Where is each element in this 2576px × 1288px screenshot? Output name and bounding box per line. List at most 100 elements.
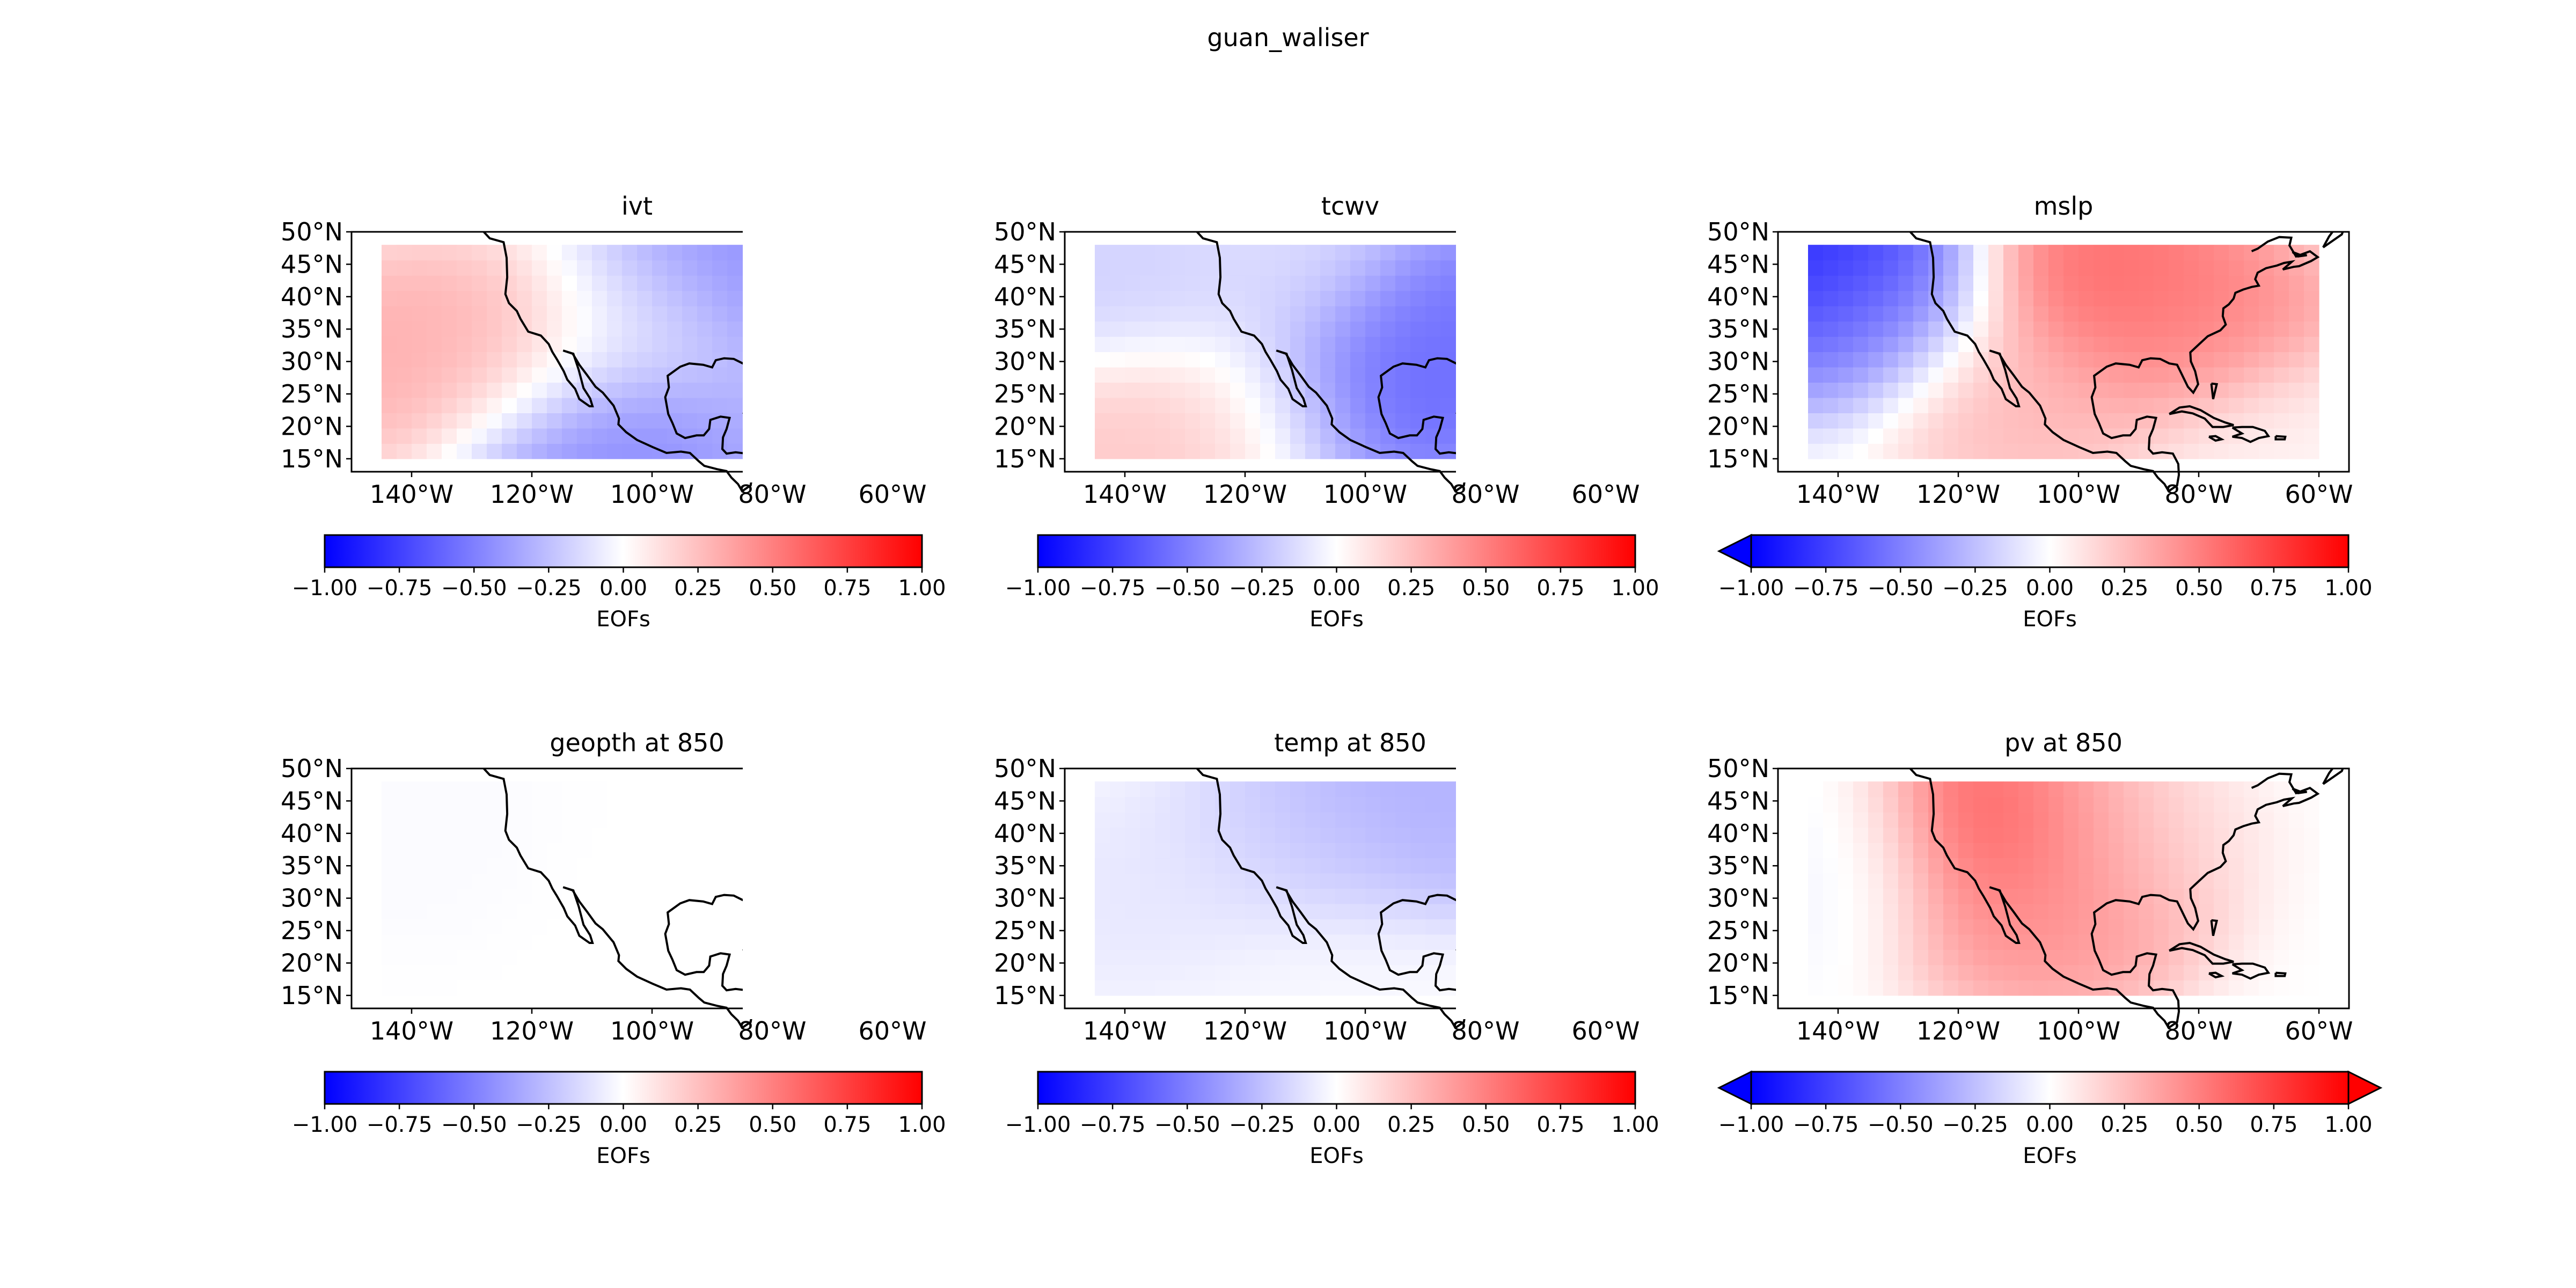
eof-cell <box>2169 413 2184 429</box>
eof-cell <box>592 949 608 965</box>
eof-cell <box>2139 382 2154 398</box>
eof-cell <box>1958 827 1974 843</box>
eof-cell <box>2139 397 2154 414</box>
eof-cell <box>2109 397 2124 414</box>
eof-cell <box>2109 382 2124 398</box>
coastline-island <box>2208 971 2225 979</box>
eof-cell <box>397 980 412 996</box>
eof-cell <box>1898 413 1914 429</box>
eof-cell <box>1140 843 1155 859</box>
eof-cell <box>427 367 442 383</box>
eof-cell <box>1988 781 2004 797</box>
eof-cell <box>1305 245 1321 261</box>
eof-cell <box>502 888 517 904</box>
eof-cell <box>1928 336 1944 353</box>
eof-cell <box>2139 843 2154 859</box>
eof-cell <box>517 428 532 444</box>
eof-cell <box>1110 336 1125 353</box>
colorbar-tick-label: 0.50 <box>2175 1113 2223 1137</box>
eof-cell <box>2063 781 2079 797</box>
eof-cell <box>2139 812 2154 828</box>
eof-cell <box>442 245 457 261</box>
eof-cell <box>2229 245 2244 261</box>
colorbar-gradient <box>324 1071 923 1105</box>
eof-cell <box>1155 903 1170 920</box>
eof-cell <box>1958 443 1974 459</box>
eof-cell <box>637 413 653 429</box>
eof-cell <box>577 306 592 322</box>
lat-tick-label: 30°N <box>1707 884 1769 913</box>
eof-cell <box>727 260 743 276</box>
eof-cell <box>1823 858 1839 874</box>
eof-cell <box>1365 964 1381 980</box>
colorbar-tick-label: −0.50 <box>1868 576 1934 601</box>
eof-cell <box>2109 919 2124 935</box>
eof-cell <box>457 397 472 414</box>
colorbar-tick-label: −0.75 <box>1080 1113 1146 1137</box>
eof-cell <box>1868 306 1884 322</box>
colorbar-extend-max <box>2347 1070 2383 1106</box>
eof-cell <box>547 796 562 813</box>
eof-cell <box>2154 858 2169 874</box>
eof-cell <box>547 843 562 859</box>
eof-cell <box>2229 903 2244 920</box>
eof-cell <box>1898 949 1914 965</box>
eof-cell <box>682 382 698 398</box>
eof-cell <box>1335 413 1351 429</box>
eof-cell <box>682 336 698 353</box>
eof-cell <box>1883 275 1899 291</box>
eof-cell <box>442 428 457 444</box>
eof-cell <box>532 290 547 306</box>
eof-cell <box>577 260 592 276</box>
eof-cell <box>502 964 517 980</box>
eof-cell <box>1883 812 1899 828</box>
eof-cell <box>1898 352 1914 368</box>
eof-cell <box>1185 275 1201 291</box>
eof-cell <box>1440 843 1456 859</box>
eof-cell <box>1140 290 1155 306</box>
eof-cell <box>1185 352 1201 368</box>
eof-cell <box>622 260 638 276</box>
eof-cell <box>2304 980 2319 996</box>
eof-cell <box>1095 367 1110 383</box>
eof-cell <box>1275 397 1291 414</box>
eof-cell <box>2259 873 2274 889</box>
eof-cell <box>2274 321 2289 337</box>
eof-cell <box>502 367 517 383</box>
eof-cell <box>502 352 517 368</box>
eof-cell <box>382 290 397 306</box>
eof-cell <box>1958 367 1974 383</box>
lat-tick-label: 30°N <box>281 884 343 913</box>
eof-cell <box>397 290 412 306</box>
eof-cell <box>1245 843 1261 859</box>
eof-cell <box>1230 903 1246 920</box>
eof-cell <box>1200 796 1216 813</box>
eof-cell <box>2304 275 2319 291</box>
eof-cell <box>2124 919 2139 935</box>
lat-tick-label: 40°N <box>281 282 343 311</box>
eof-cell <box>637 260 653 276</box>
eof-cell <box>1290 306 1306 322</box>
coastline-mainland <box>1909 231 2320 493</box>
eof-cell <box>487 903 502 920</box>
eof-cell <box>532 796 547 813</box>
panel-title: mslp <box>2034 192 2094 221</box>
eof-cell <box>2259 843 2274 859</box>
eof-cell <box>1350 413 1366 429</box>
eof-cell <box>682 306 698 322</box>
eof-cell <box>442 919 457 935</box>
eof-cell <box>1275 321 1291 337</box>
eof-cell <box>1215 873 1231 889</box>
eof-cell <box>1973 843 1989 859</box>
eof-cell <box>1425 413 1441 429</box>
eof-cell <box>532 934 547 950</box>
eof-cell <box>622 858 638 874</box>
eof-cell <box>1335 367 1351 383</box>
eof-cell <box>472 382 487 398</box>
eof-cell <box>1928 443 1944 459</box>
eof-cell <box>2244 306 2259 322</box>
eof-cell <box>442 443 457 459</box>
eof-cell <box>2199 443 2214 459</box>
colorbar-tick-label: 0.50 <box>749 576 796 601</box>
eof-cell <box>2199 873 2214 889</box>
